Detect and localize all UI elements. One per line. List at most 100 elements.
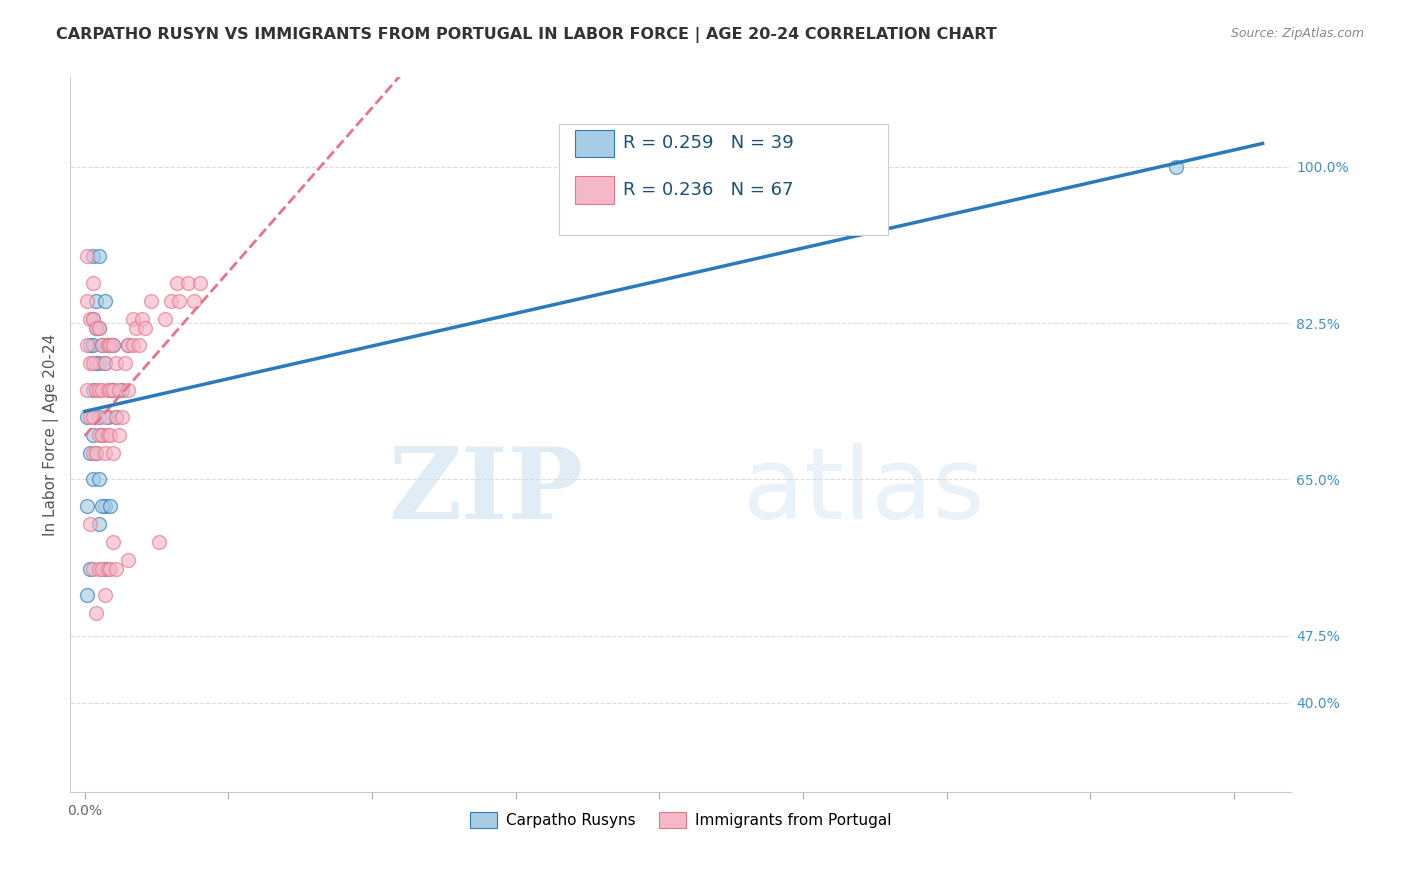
Point (103, 338, 125, 352)
Point (87, 409, 110, 424)
Point (82, 276, 104, 290)
Point (131, 311, 153, 326)
Point (105, 562, 128, 576)
Point (93, 445, 115, 459)
Point (87, 249, 110, 263)
Point (117, 338, 139, 352)
Point (87, 472, 110, 486)
Point (82, 311, 104, 326)
Point (111, 409, 134, 424)
Point (177, 276, 200, 290)
Point (100, 383, 122, 397)
Point (84, 293, 107, 308)
Point (166, 276, 188, 290)
Point (97, 338, 120, 352)
Point (90, 499, 112, 513)
Point (108, 427, 131, 442)
Point (82, 472, 104, 486)
Legend: Carpatho Rusyns, Immigrants from Portugal: Carpatho Rusyns, Immigrants from Portuga… (464, 806, 898, 834)
Point (97, 409, 120, 424)
Point (76, 383, 98, 397)
Point (90, 562, 112, 576)
Point (87, 320, 110, 334)
Point (82, 427, 104, 442)
Point (139, 293, 162, 308)
Point (103, 534, 125, 549)
Point (93, 356, 115, 370)
Point (79, 311, 101, 326)
Point (87, 320, 110, 334)
Point (97, 338, 120, 352)
Point (90, 427, 112, 442)
Text: R = 0.236   N = 67: R = 0.236 N = 67 (623, 180, 794, 199)
Text: R = 0.259   N = 39: R = 0.259 N = 39 (623, 134, 794, 153)
Point (122, 338, 145, 352)
Point (82, 356, 104, 370)
Point (159, 293, 181, 308)
Point (100, 383, 122, 397)
Text: CARPATHO RUSYN VS IMMIGRANTS FROM PORTUGAL IN LABOR FORCE | AGE 20-24 CORRELATIO: CARPATHO RUSYN VS IMMIGRANTS FROM PORTUG… (56, 27, 997, 43)
Point (105, 409, 128, 424)
Point (169, 293, 191, 308)
Point (82, 445, 104, 459)
Text: ZIP: ZIP (388, 443, 583, 541)
Point (82, 562, 104, 576)
FancyBboxPatch shape (575, 129, 613, 158)
Text: atlas: atlas (744, 443, 984, 541)
Point (122, 311, 145, 326)
Point (108, 383, 131, 397)
Point (100, 427, 122, 442)
Point (76, 249, 98, 263)
Point (93, 293, 115, 308)
Point (87, 356, 110, 370)
Point (76, 338, 98, 352)
Point (76, 499, 98, 513)
Point (117, 338, 139, 352)
Point (87, 427, 110, 442)
Point (90, 383, 112, 397)
Point (76, 589, 98, 603)
Point (153, 311, 176, 326)
Point (148, 534, 170, 549)
Point (100, 338, 122, 352)
Point (93, 356, 115, 370)
Point (87, 562, 110, 576)
Y-axis label: In Labor Force | Age 20-24: In Labor Force | Age 20-24 (44, 334, 59, 536)
Point (79, 445, 101, 459)
Point (183, 293, 205, 308)
Text: Source: ZipAtlas.com: Source: ZipAtlas.com (1230, 27, 1364, 40)
Point (103, 445, 125, 459)
Point (84, 320, 107, 334)
Point (93, 409, 115, 424)
Point (105, 356, 128, 370)
Point (84, 356, 107, 370)
Point (84, 607, 107, 621)
Point (82, 338, 104, 352)
Point (100, 499, 122, 513)
Point (79, 409, 101, 424)
Point (103, 383, 125, 397)
Point (82, 249, 104, 263)
Point (100, 562, 122, 576)
Point (97, 427, 120, 442)
Point (79, 338, 101, 352)
Point (103, 383, 125, 397)
Point (111, 383, 134, 397)
Point (84, 383, 107, 397)
Point (82, 311, 104, 326)
Point (93, 499, 115, 513)
Point (84, 445, 107, 459)
Point (117, 383, 139, 397)
FancyBboxPatch shape (575, 176, 613, 204)
Point (114, 356, 136, 370)
Point (76, 293, 98, 308)
Point (76, 409, 98, 424)
Point (84, 445, 107, 459)
Point (125, 320, 148, 334)
Point (84, 320, 107, 334)
Point (117, 553, 139, 567)
Point (188, 276, 211, 290)
Point (90, 338, 112, 352)
Point (79, 516, 101, 531)
Point (79, 562, 101, 576)
